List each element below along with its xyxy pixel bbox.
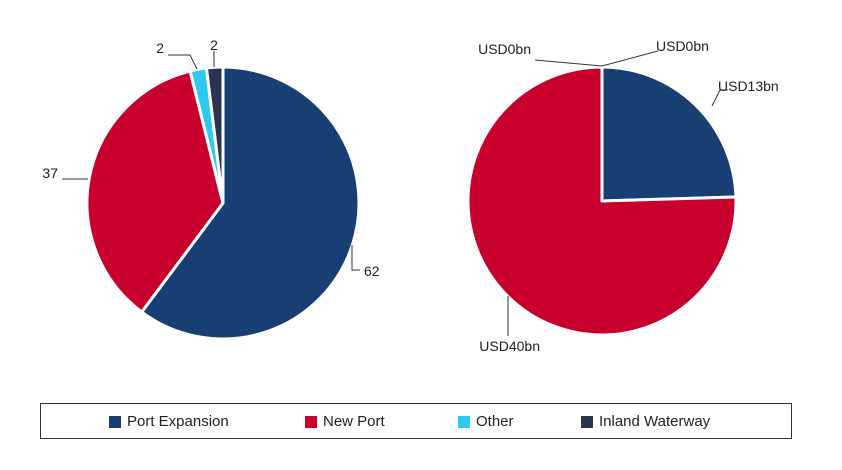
data-label-new-port: USD40bn [479,338,540,354]
data-label-inland-waterway: 2 [210,37,218,53]
legend-swatch-port-expansion [109,415,121,428]
legend-item-new-port: New Port [305,413,385,430]
pie-charts: 62 37 2 2 USD13bn USD40bn USD0bn USD0bn [42,37,779,354]
leader-line-other [534,59,603,67]
legend-item-other: Other [458,413,514,430]
legend-item-port-expansion: Port Expansion [109,413,229,430]
pie-slice-new-port [466,65,738,337]
data-label-port-expansion: USD13bn [718,78,779,94]
leader-line-port-expansion [711,89,728,107]
data-label-other: USD0bn [478,41,531,57]
legend: Port Expansion New Port Other Inland Wat… [40,403,792,439]
pie-slice-new-port [85,69,225,314]
data-label-other: 2 [156,40,164,56]
data-label-new-port: 37 [42,165,58,181]
pie-slice-inland-waterway [204,65,225,205]
leader-line-port-expansion [351,245,360,271]
data-label-port-expansion: 62 [364,263,380,279]
legend-swatch-inland-waterway [581,415,593,428]
pie-slice-port-expansion [600,65,738,203]
data-label-inland-waterway: USD0bn [656,38,709,54]
pie-chart-value: USD13bn USD40bn USD0bn USD0bn [466,38,779,354]
leader-line-other [168,54,198,70]
legend-swatch-other [458,415,470,428]
legend-swatch-new-port [305,415,317,428]
legend-label-other: Other [476,413,514,430]
legend-item-inland-waterway: Inland Waterway [581,413,710,430]
leader-line-inland-waterway [601,50,659,67]
legend-label-port-expansion: Port Expansion [127,413,229,430]
pie-chart-count: 62 37 2 2 [42,37,380,341]
legend-label-inland-waterway: Inland Waterway [599,413,711,430]
legend-label-new-port: New Port [323,413,385,430]
